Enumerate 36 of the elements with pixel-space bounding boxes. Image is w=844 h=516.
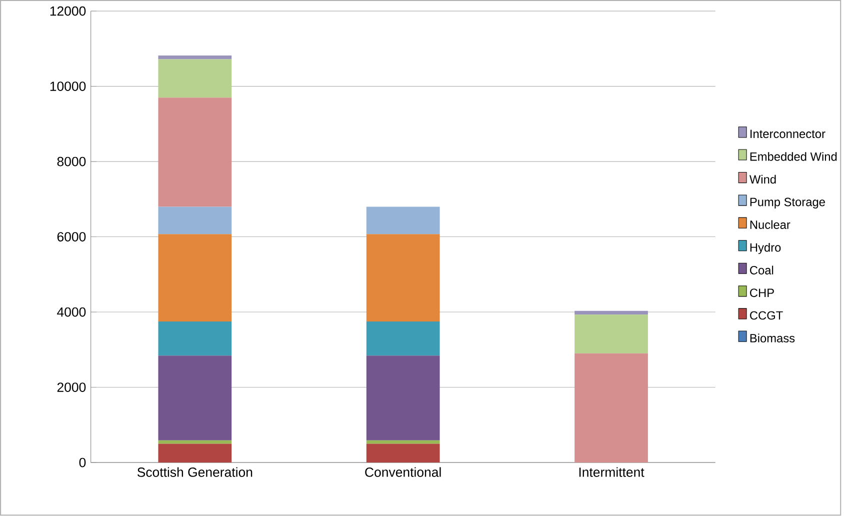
legend-label: Wind	[749, 174, 776, 184]
bar	[158, 56, 232, 60]
legend-label: Embedded Wind	[750, 152, 837, 161]
bar	[366, 444, 440, 463]
x-tick-label: Intermittent	[579, 467, 644, 478]
bar	[158, 356, 232, 440]
legend-label: Interconnector	[750, 130, 826, 138]
y-tick-label: 12000	[50, 6, 86, 16]
y-tick-label: 10000	[50, 82, 86, 92]
bar	[366, 234, 440, 322]
y-tick-label: 2000	[57, 382, 86, 392]
legend-label: Nuclear	[750, 220, 790, 230]
bar	[366, 206, 440, 234]
bar	[574, 354, 648, 463]
bar	[158, 98, 232, 207]
bar	[158, 59, 232, 98]
bar	[366, 322, 440, 356]
legend-label: Coal	[750, 266, 774, 275]
x-tick-label: Conventional	[365, 467, 441, 478]
bar	[158, 444, 232, 463]
legend-label: Hydro	[750, 243, 781, 254]
legend-label: CHP	[750, 288, 774, 298]
bar	[574, 314, 648, 354]
x-tick-label: Scottish Generation	[137, 467, 252, 478]
y-tick-label: 6000	[57, 232, 86, 242]
legend-label: Biomass	[750, 334, 795, 343]
legend-label: Pump Storage	[750, 198, 825, 209]
bar	[158, 206, 232, 234]
bar	[574, 311, 648, 315]
legend-label: CCGT	[750, 311, 783, 320]
bar	[158, 234, 232, 322]
bar	[366, 356, 440, 440]
y-tick-label: 8000	[57, 157, 86, 166]
bar	[158, 322, 232, 356]
y-tick-label: 0	[79, 458, 86, 468]
y-tick-label: 4000	[57, 307, 86, 317]
